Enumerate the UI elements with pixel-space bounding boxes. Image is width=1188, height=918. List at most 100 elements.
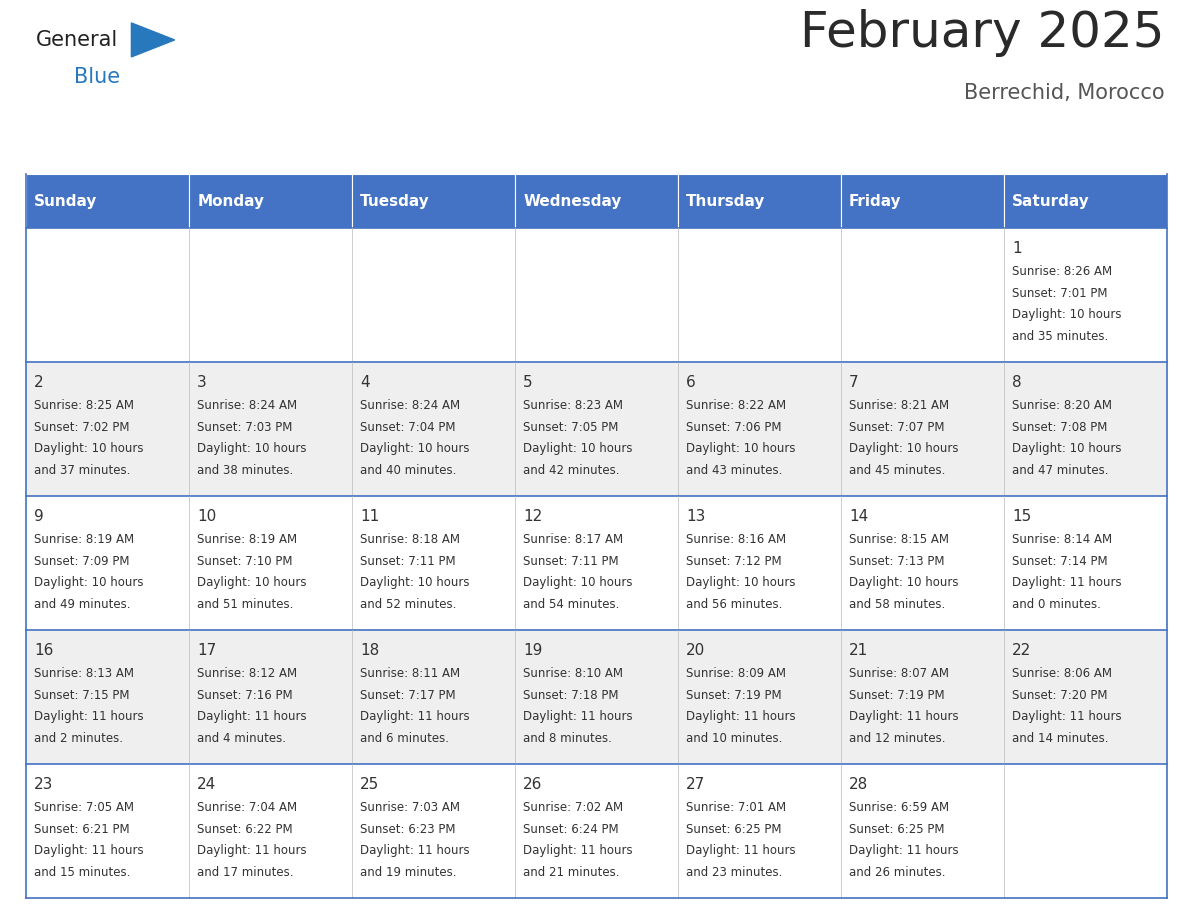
Text: and 8 minutes.: and 8 minutes. xyxy=(523,732,612,744)
Text: 23: 23 xyxy=(34,778,53,792)
Text: Monday: Monday xyxy=(197,194,264,208)
Text: and 15 minutes.: and 15 minutes. xyxy=(34,866,131,879)
Text: General: General xyxy=(36,30,118,50)
Text: and 17 minutes.: and 17 minutes. xyxy=(197,866,293,879)
Text: 26: 26 xyxy=(523,778,543,792)
Text: and 4 minutes.: and 4 minutes. xyxy=(197,732,286,744)
Text: Daylight: 10 hours: Daylight: 10 hours xyxy=(34,577,144,589)
Text: Sunset: 6:23 PM: Sunset: 6:23 PM xyxy=(360,823,456,835)
Text: and 42 minutes.: and 42 minutes. xyxy=(523,464,620,476)
Text: 5: 5 xyxy=(523,375,532,390)
Text: Daylight: 11 hours: Daylight: 11 hours xyxy=(523,845,633,857)
Text: Sunset: 7:17 PM: Sunset: 7:17 PM xyxy=(360,688,456,701)
Text: and 49 minutes.: and 49 minutes. xyxy=(34,598,131,610)
Text: 13: 13 xyxy=(685,509,706,524)
Text: Daylight: 10 hours: Daylight: 10 hours xyxy=(360,442,469,455)
Text: and 40 minutes.: and 40 minutes. xyxy=(360,464,456,476)
Text: 12: 12 xyxy=(523,509,542,524)
Text: Sunset: 7:20 PM: Sunset: 7:20 PM xyxy=(1012,688,1107,701)
Text: Sunset: 7:06 PM: Sunset: 7:06 PM xyxy=(685,420,782,433)
Text: and 12 minutes.: and 12 minutes. xyxy=(849,732,946,744)
Text: Sunday: Sunday xyxy=(34,194,97,208)
Text: Sunset: 7:11 PM: Sunset: 7:11 PM xyxy=(360,554,456,567)
Text: Daylight: 11 hours: Daylight: 11 hours xyxy=(523,711,633,723)
Text: Sunset: 7:04 PM: Sunset: 7:04 PM xyxy=(360,420,456,433)
Text: Sunset: 7:05 PM: Sunset: 7:05 PM xyxy=(523,420,619,433)
Text: 1: 1 xyxy=(1012,241,1022,256)
Text: Sunrise: 7:01 AM: Sunrise: 7:01 AM xyxy=(685,801,786,814)
Text: Daylight: 10 hours: Daylight: 10 hours xyxy=(1012,308,1121,321)
Text: Sunrise: 8:24 AM: Sunrise: 8:24 AM xyxy=(197,399,297,412)
Text: Sunset: 6:25 PM: Sunset: 6:25 PM xyxy=(849,823,944,835)
Text: Sunrise: 7:03 AM: Sunrise: 7:03 AM xyxy=(360,801,460,814)
Text: Daylight: 11 hours: Daylight: 11 hours xyxy=(685,845,796,857)
Text: 27: 27 xyxy=(685,778,706,792)
Text: Sunset: 7:08 PM: Sunset: 7:08 PM xyxy=(1012,420,1107,433)
Text: and 56 minutes.: and 56 minutes. xyxy=(685,598,783,610)
Text: Sunset: 6:24 PM: Sunset: 6:24 PM xyxy=(523,823,619,835)
Text: and 47 minutes.: and 47 minutes. xyxy=(1012,464,1108,476)
Text: Sunrise: 8:10 AM: Sunrise: 8:10 AM xyxy=(523,667,623,680)
Text: Daylight: 11 hours: Daylight: 11 hours xyxy=(849,711,959,723)
Text: Daylight: 11 hours: Daylight: 11 hours xyxy=(1012,577,1121,589)
Text: and 58 minutes.: and 58 minutes. xyxy=(849,598,946,610)
Text: Sunrise: 8:18 AM: Sunrise: 8:18 AM xyxy=(360,533,460,546)
Text: Sunset: 7:16 PM: Sunset: 7:16 PM xyxy=(197,688,292,701)
Text: and 35 minutes.: and 35 minutes. xyxy=(1012,330,1108,342)
Text: Wednesday: Wednesday xyxy=(523,194,621,208)
Text: 2: 2 xyxy=(34,375,44,390)
Text: Daylight: 10 hours: Daylight: 10 hours xyxy=(197,577,307,589)
Text: Sunrise: 8:20 AM: Sunrise: 8:20 AM xyxy=(1012,399,1112,412)
Text: Daylight: 10 hours: Daylight: 10 hours xyxy=(34,442,144,455)
Text: Sunset: 7:10 PM: Sunset: 7:10 PM xyxy=(197,554,292,567)
Text: 21: 21 xyxy=(849,644,868,658)
Text: Daylight: 10 hours: Daylight: 10 hours xyxy=(685,577,796,589)
Text: Daylight: 11 hours: Daylight: 11 hours xyxy=(849,845,959,857)
Text: Daylight: 10 hours: Daylight: 10 hours xyxy=(849,577,959,589)
Polygon shape xyxy=(132,23,175,57)
Text: Sunrise: 8:11 AM: Sunrise: 8:11 AM xyxy=(360,667,460,680)
Text: Sunrise: 8:19 AM: Sunrise: 8:19 AM xyxy=(197,533,297,546)
Text: Sunrise: 8:26 AM: Sunrise: 8:26 AM xyxy=(1012,265,1112,278)
Text: Daylight: 10 hours: Daylight: 10 hours xyxy=(523,577,632,589)
Text: February 2025: February 2025 xyxy=(800,9,1164,57)
Text: Sunset: 7:15 PM: Sunset: 7:15 PM xyxy=(34,688,129,701)
Text: 8: 8 xyxy=(1012,375,1022,390)
Text: Daylight: 11 hours: Daylight: 11 hours xyxy=(34,845,144,857)
Text: Sunrise: 8:13 AM: Sunrise: 8:13 AM xyxy=(34,667,134,680)
Text: Berrechid, Morocco: Berrechid, Morocco xyxy=(963,84,1164,103)
Text: Sunset: 6:21 PM: Sunset: 6:21 PM xyxy=(34,823,129,835)
Text: Sunset: 7:02 PM: Sunset: 7:02 PM xyxy=(34,420,129,433)
Text: Tuesday: Tuesday xyxy=(360,194,430,208)
Text: and 23 minutes.: and 23 minutes. xyxy=(685,866,783,879)
Text: and 14 minutes.: and 14 minutes. xyxy=(1012,732,1108,744)
Text: Sunset: 7:18 PM: Sunset: 7:18 PM xyxy=(523,688,619,701)
Text: 9: 9 xyxy=(34,509,44,524)
Text: 14: 14 xyxy=(849,509,868,524)
Text: Daylight: 10 hours: Daylight: 10 hours xyxy=(197,442,307,455)
Text: Sunset: 6:22 PM: Sunset: 6:22 PM xyxy=(197,823,292,835)
Text: Daylight: 10 hours: Daylight: 10 hours xyxy=(849,442,959,455)
Text: Sunrise: 8:15 AM: Sunrise: 8:15 AM xyxy=(849,533,949,546)
Text: Sunrise: 7:05 AM: Sunrise: 7:05 AM xyxy=(34,801,134,814)
Text: Saturday: Saturday xyxy=(1012,194,1089,208)
Text: Sunset: 7:07 PM: Sunset: 7:07 PM xyxy=(849,420,944,433)
Text: Sunrise: 7:02 AM: Sunrise: 7:02 AM xyxy=(523,801,624,814)
Text: 25: 25 xyxy=(360,778,379,792)
Text: Daylight: 11 hours: Daylight: 11 hours xyxy=(197,845,307,857)
Text: Sunset: 7:19 PM: Sunset: 7:19 PM xyxy=(685,688,782,701)
Text: Daylight: 11 hours: Daylight: 11 hours xyxy=(34,711,144,723)
Text: and 38 minutes.: and 38 minutes. xyxy=(197,464,293,476)
Text: Sunrise: 8:25 AM: Sunrise: 8:25 AM xyxy=(34,399,134,412)
Text: 11: 11 xyxy=(360,509,379,524)
Text: Sunrise: 7:04 AM: Sunrise: 7:04 AM xyxy=(197,801,297,814)
Text: and 45 minutes.: and 45 minutes. xyxy=(849,464,946,476)
Text: Sunrise: 8:22 AM: Sunrise: 8:22 AM xyxy=(685,399,786,412)
Text: Sunset: 7:14 PM: Sunset: 7:14 PM xyxy=(1012,554,1107,567)
Text: Sunrise: 6:59 AM: Sunrise: 6:59 AM xyxy=(849,801,949,814)
Text: Sunrise: 8:14 AM: Sunrise: 8:14 AM xyxy=(1012,533,1112,546)
Text: Daylight: 11 hours: Daylight: 11 hours xyxy=(685,711,796,723)
Text: 4: 4 xyxy=(360,375,369,390)
Text: Daylight: 11 hours: Daylight: 11 hours xyxy=(360,845,469,857)
Text: Sunrise: 8:23 AM: Sunrise: 8:23 AM xyxy=(523,399,623,412)
